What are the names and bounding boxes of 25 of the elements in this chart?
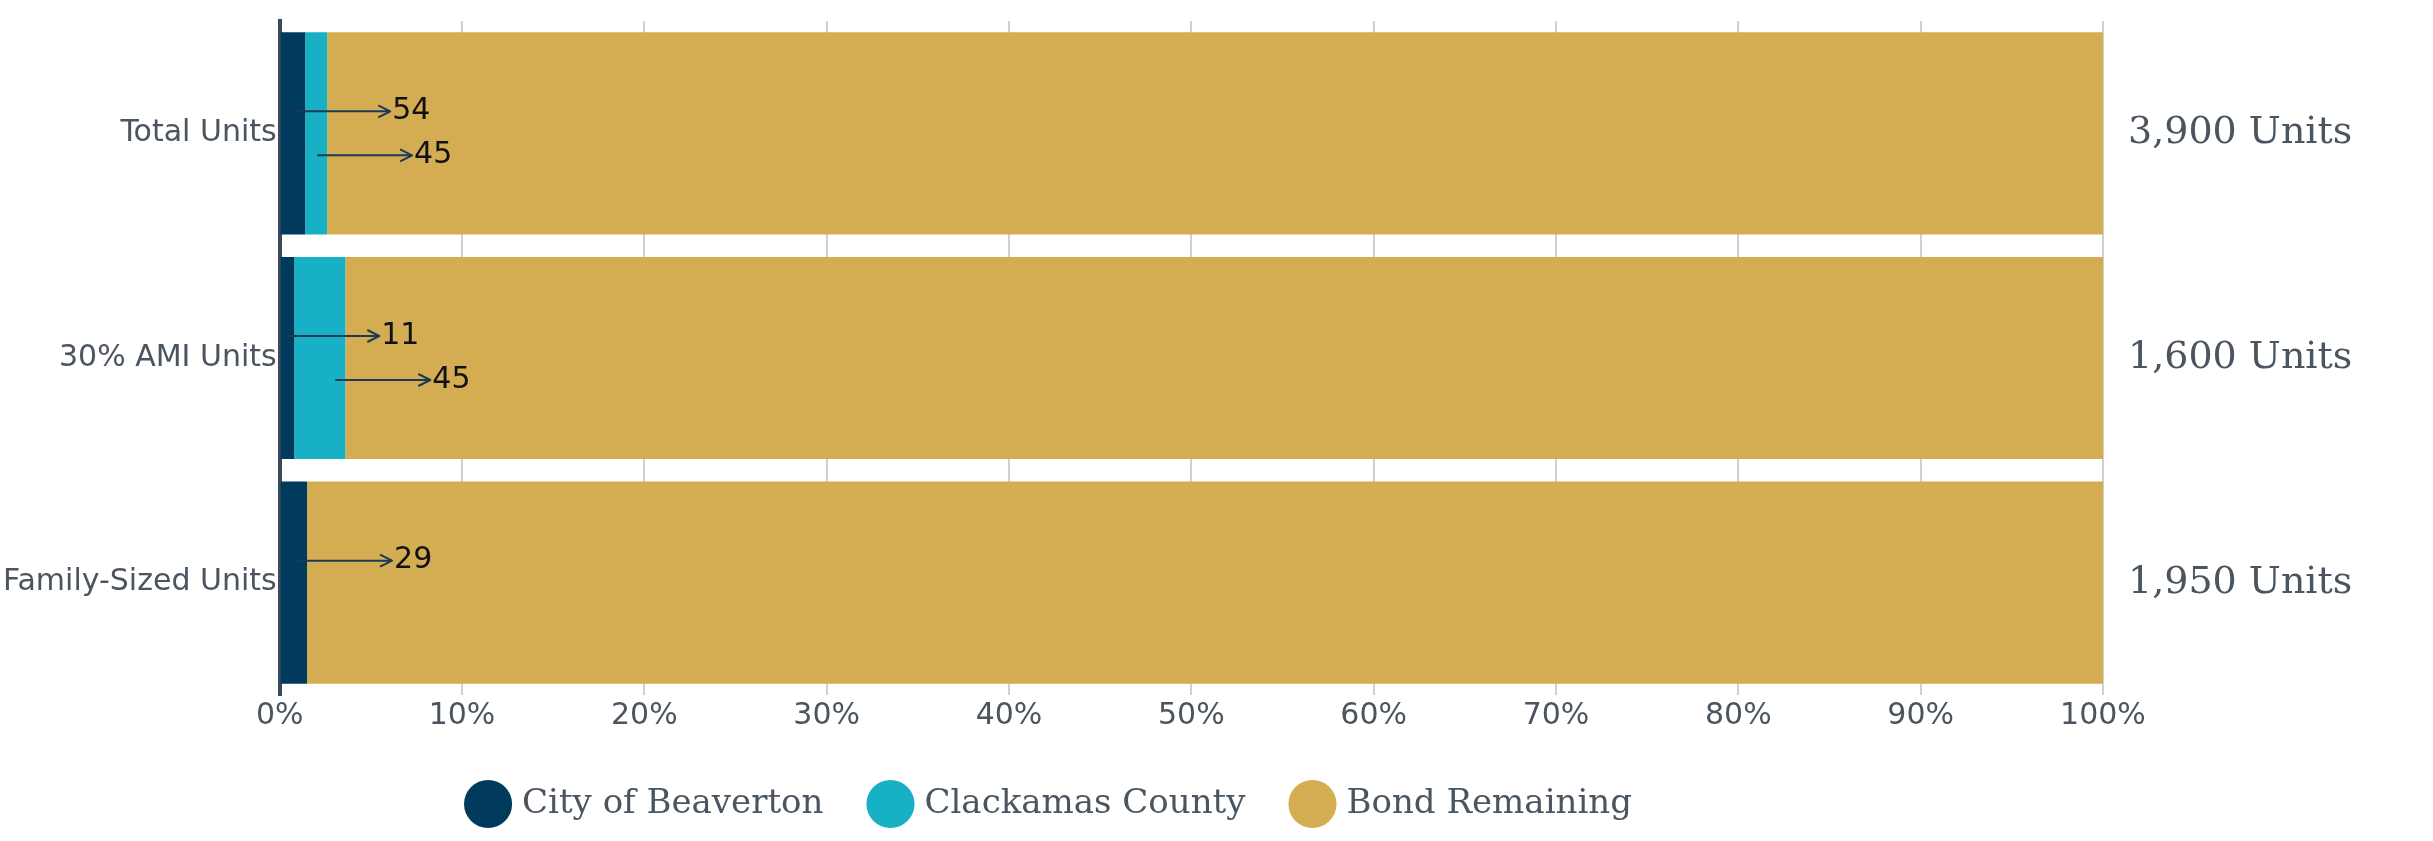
x-tick-label: 10%: [428, 695, 496, 731]
y-tick-label: 30% AMI Units: [58, 337, 277, 373]
y-tick-label: Total Units: [119, 113, 277, 149]
x-tick-label: 90%: [1887, 695, 1955, 731]
legend-label: City of Beaverton: [522, 780, 824, 821]
x-tick-label: 30%: [793, 695, 861, 731]
x-tick-label: 40%: [975, 695, 1043, 731]
legend-label: Clackamas County: [924, 780, 1247, 821]
x-tick-label: 20%: [611, 695, 678, 731]
annotation: 1,950 Units: [2128, 557, 2353, 602]
annotation: 1,600 Units: [2128, 332, 2353, 377]
annotation: 54: [392, 91, 431, 127]
x-tick-label: 100%: [2060, 695, 2146, 731]
annotation: 45: [432, 359, 471, 395]
legend-label: Bond Remaining: [1346, 780, 1632, 821]
x-tick-label: 60%: [1340, 695, 1408, 731]
annotation: 11: [381, 315, 420, 351]
x-tick-label: 50%: [1158, 695, 1225, 731]
x-tick-label: 0%: [255, 695, 304, 731]
annotation: 29: [394, 540, 433, 576]
annotation: 3,900 Units: [2128, 108, 2353, 153]
x-tick-label: 80%: [1704, 695, 1772, 731]
y-tick-label: Family-Sized Units: [2, 562, 277, 598]
annotation: 45: [414, 135, 453, 171]
x-tick-label: 70%: [1522, 695, 1590, 731]
